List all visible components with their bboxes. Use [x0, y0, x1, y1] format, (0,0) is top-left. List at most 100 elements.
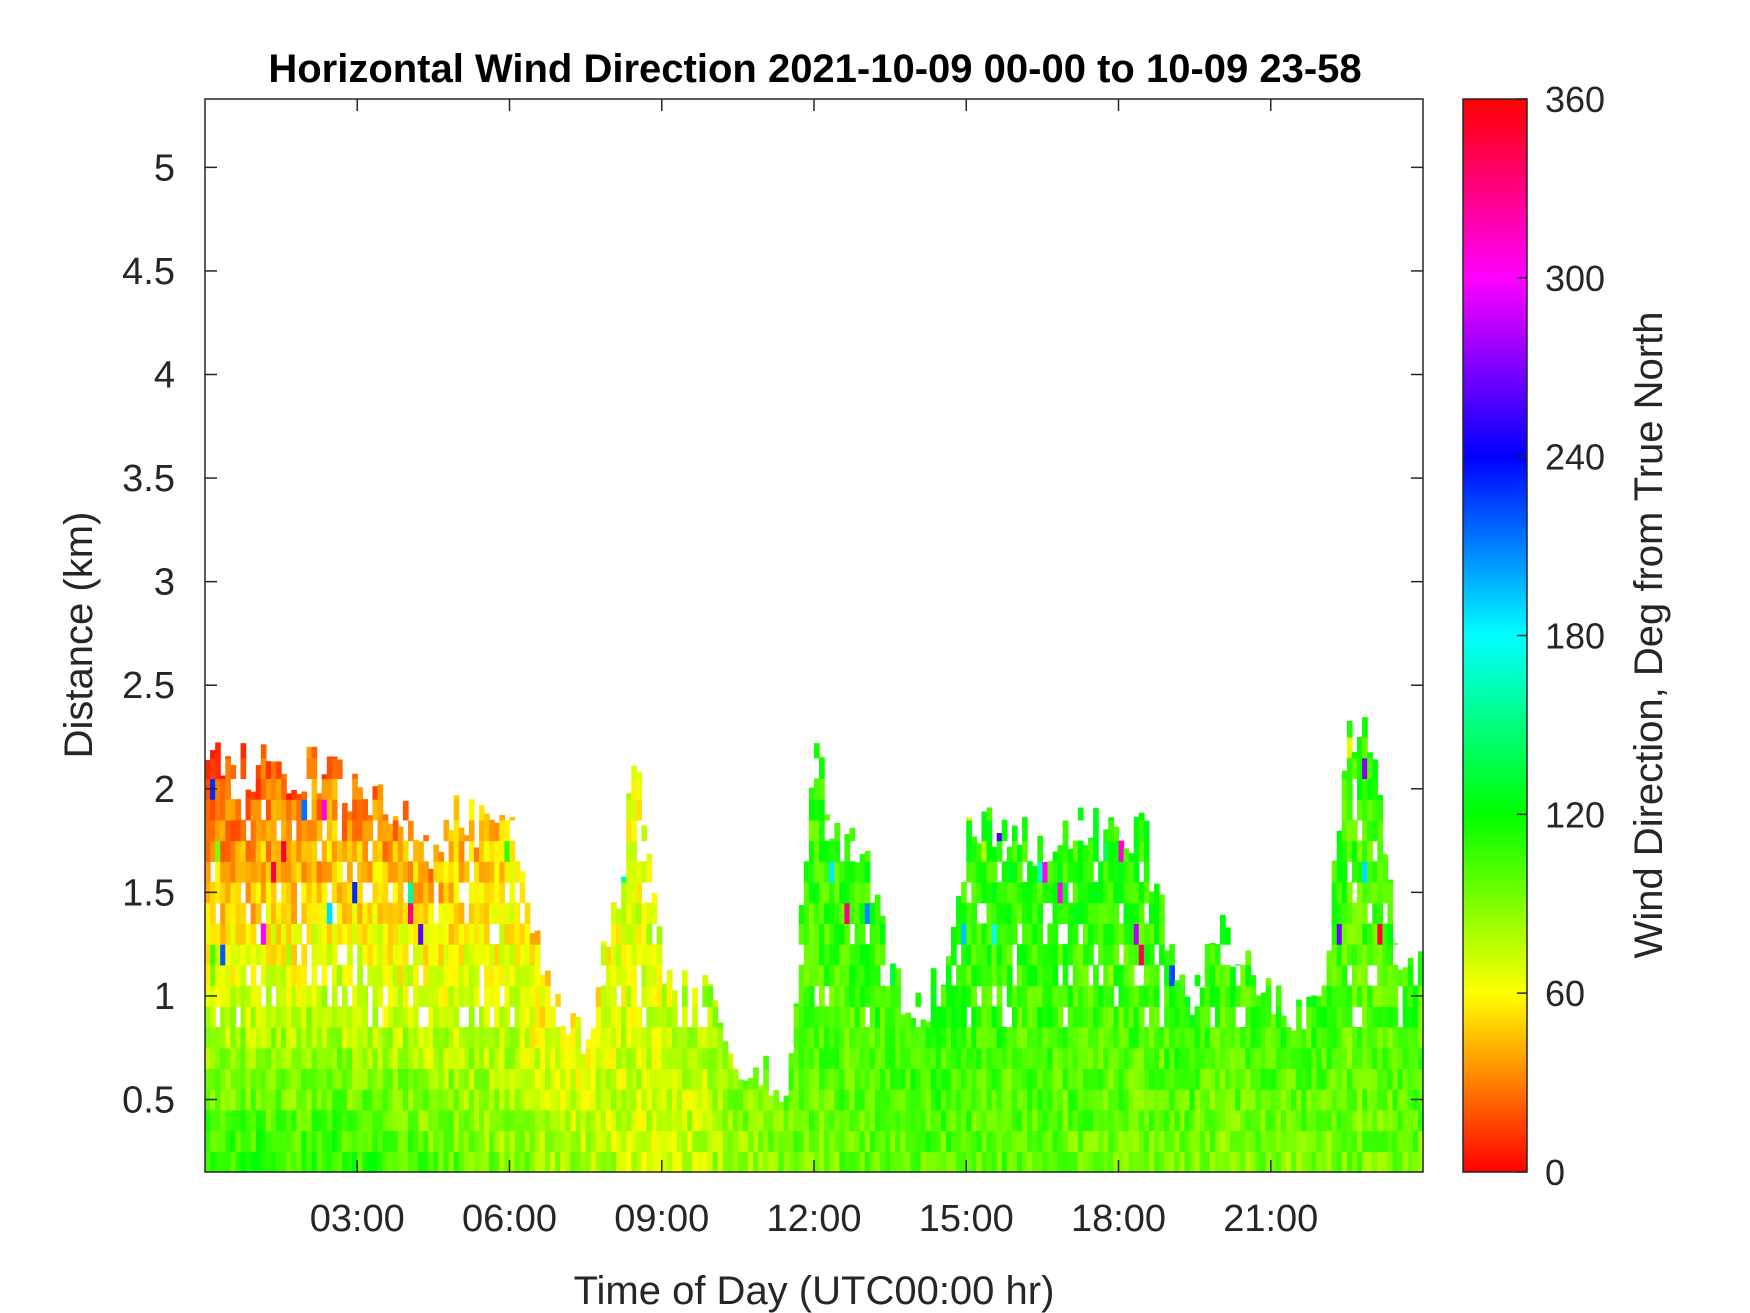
heatmap-cell: [1062, 1027, 1069, 1049]
heatmap-cell: [1169, 1151, 1175, 1173]
heatmap-cell: [382, 814, 389, 821]
heatmap-cell: [1174, 1109, 1181, 1132]
heatmap-cell: [1250, 1151, 1257, 1173]
heatmap-cell: [281, 1151, 287, 1173]
heatmap-cell: [666, 1047, 673, 1070]
heatmap-cell: [215, 1068, 221, 1090]
heatmap-cell: [347, 840, 353, 862]
heatmap-cell: [382, 1068, 389, 1090]
heatmap-cell: [539, 1068, 546, 1090]
heatmap-cell: [1265, 1047, 1272, 1070]
heatmap-cell: [1346, 1130, 1353, 1152]
heatmap-cell: [1052, 923, 1059, 945]
heatmap-cell: [971, 1130, 977, 1152]
heatmap-cell: [945, 1047, 952, 1070]
heatmap-cell: [286, 1109, 292, 1132]
heatmap-cell: [509, 1151, 516, 1173]
heatmap-cell: [524, 1109, 531, 1132]
heatmap-cell: [210, 757, 216, 780]
heatmap-cell: [1037, 1151, 1043, 1173]
heatmap-cell: [1372, 861, 1378, 883]
heatmap-cell: [656, 1130, 663, 1152]
heatmap-cell: [438, 852, 445, 862]
heatmap-cell: [1362, 1068, 1368, 1090]
heatmap-cell: [205, 799, 211, 821]
heatmap-cell: [1052, 964, 1059, 987]
heatmap-cell: [1022, 923, 1028, 945]
heatmap-cell: [808, 819, 815, 842]
heatmap-cell: [210, 1109, 216, 1132]
heatmap-cell: [347, 964, 353, 987]
heatmap-cell: [1184, 1109, 1191, 1132]
heatmap-cell: [1138, 1027, 1145, 1049]
heatmap-cell: [539, 1130, 546, 1152]
heatmap-cell: [560, 1151, 566, 1173]
heatmap-cell: [859, 902, 866, 925]
heatmap-cell: [565, 1130, 571, 1152]
heatmap-cell: [392, 819, 399, 842]
heatmap-cell: [438, 1006, 445, 1028]
heatmap-cell: [286, 923, 292, 945]
heatmap-cell: [661, 1089, 668, 1111]
heatmap-cell: [712, 1130, 719, 1152]
heatmap-cell: [418, 923, 424, 945]
heatmap-cell: [225, 985, 231, 1007]
heatmap-cell: [479, 1151, 485, 1173]
heatmap-cell: [281, 819, 287, 842]
heatmap-cell: [1143, 1027, 1150, 1049]
heatmap-cell: [1351, 819, 1358, 842]
heatmap-cell: [392, 1109, 399, 1132]
heatmap-cell: [986, 807, 993, 821]
heatmap-cell: [1077, 807, 1084, 821]
heatmap-cell: [570, 1068, 577, 1090]
heatmap-cell: [1118, 1068, 1125, 1090]
heatmap-cell: [545, 985, 551, 1007]
heatmap-cell: [276, 985, 282, 1007]
heatmap-cell: [205, 1068, 211, 1090]
heatmap-cell: [1250, 975, 1257, 987]
heatmap-cell: [306, 902, 313, 925]
heatmap-cell: [494, 985, 500, 1007]
heatmap-cell: [859, 944, 866, 966]
heatmap-cell: [707, 1068, 714, 1090]
heatmap-cell: [382, 861, 389, 883]
heatmap-cell: [1017, 882, 1023, 904]
heatmap-cell: [362, 1027, 369, 1049]
heatmap-cell: [788, 1053, 795, 1070]
heatmap-cell: [671, 1109, 678, 1132]
heatmap-cell: [342, 1109, 348, 1132]
heatmap-cell: [1057, 861, 1064, 883]
heatmap-cell: [1377, 882, 1384, 904]
heatmap-cell: [1285, 1089, 1292, 1111]
heatmap-cell: [550, 1068, 556, 1090]
heatmap-cell: [849, 882, 856, 904]
heatmap-cell: [529, 1089, 536, 1111]
heatmap-cell: [824, 861, 830, 883]
heatmap-cell: [1321, 1130, 1328, 1152]
heatmap-cell: [205, 819, 211, 842]
heatmap-cell: [1250, 1068, 1257, 1090]
heatmap-cell: [387, 1109, 394, 1132]
heatmap-cell: [372, 1151, 379, 1173]
heatmap-cell: [1118, 1047, 1125, 1070]
heatmap-cell: [499, 840, 506, 862]
heatmap-cell: [342, 802, 348, 821]
heatmap-cell: [753, 1109, 759, 1132]
heatmap-cell: [448, 944, 455, 966]
heatmap-cell: [468, 964, 475, 987]
heatmap-cell: [656, 1047, 663, 1070]
heatmap-cell: [885, 986, 891, 1007]
heatmap-cell: [1001, 944, 1008, 966]
heatmap-cell: [408, 1109, 414, 1132]
heatmap-cell: [438, 1130, 445, 1152]
heatmap-cell: [981, 1027, 988, 1049]
heatmap-cell: [1113, 1130, 1120, 1152]
heatmap-cell: [626, 1006, 632, 1028]
heatmap-cell: [854, 964, 861, 987]
heatmap-cell: [453, 1027, 460, 1049]
heatmap-cell: [463, 861, 470, 883]
heatmap-cell: [844, 1089, 851, 1111]
heatmap-cell: [362, 1006, 369, 1028]
heatmap-cell: [971, 1047, 977, 1070]
heatmap-cell: [276, 1130, 282, 1152]
